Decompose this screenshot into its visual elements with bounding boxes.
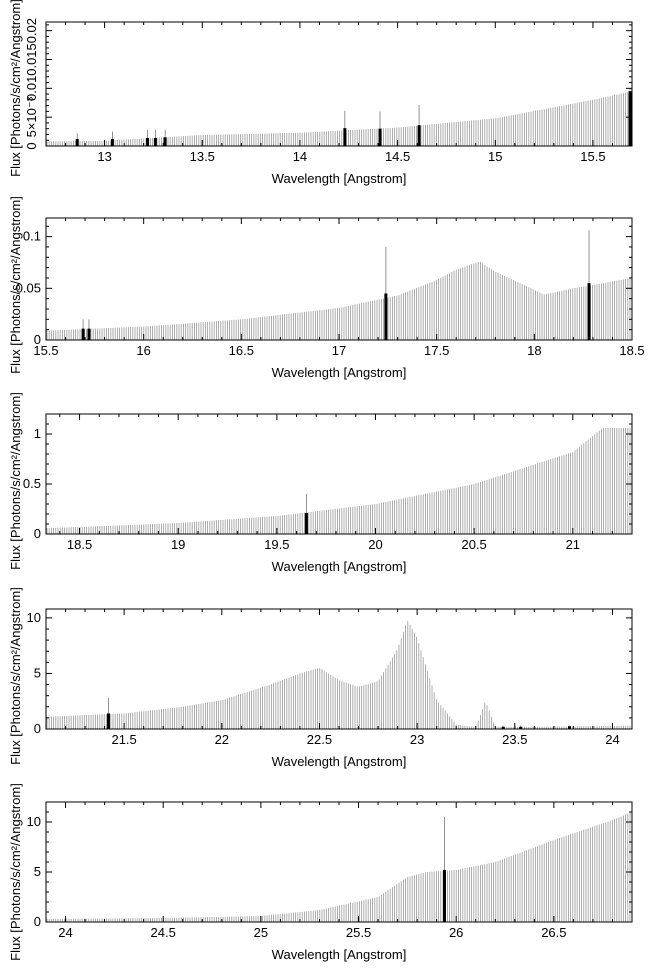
panel-2-x-label: Wavelength [Angstrom] — [272, 365, 407, 380]
highlighted-bin — [567, 726, 571, 729]
highlighted-bin — [442, 870, 446, 922]
highlighted-bin — [628, 91, 632, 146]
y-tick-label: 5 — [34, 864, 41, 879]
x-tick-label: 13.5 — [190, 149, 215, 164]
panel-5-ticks: 24 24.5 25 25.5 26 26.5 0 5 10 — [27, 801, 633, 940]
y-tick-label: 0.5 — [23, 476, 41, 491]
x-tick-label: 19 — [171, 537, 185, 552]
highlighted-bin — [343, 128, 347, 146]
highlighted-bin — [417, 125, 421, 146]
x-tick-label: 23.5 — [502, 732, 527, 747]
panel-2: 15.5 16 16.5 17 17.5 18 18.5 0 0.05 0.1 Wavelengt… — [8, 196, 645, 380]
panel-4-ticks: 21.5 22 22.5 23 23.5 24 0 5 10 — [27, 609, 633, 747]
x-tick-label: 16.5 — [229, 343, 254, 358]
highlighted-bin — [81, 328, 85, 340]
x-tick-label: 21.5 — [111, 732, 136, 747]
highlighted-bin — [87, 328, 91, 340]
y-tick-label: 0.05 — [16, 280, 41, 295]
x-tick-label: 14 — [293, 149, 307, 164]
panel-3: 18.5 19 19.5 20 20.5 21 0 0.5 1 Wavelength [Angs… — [8, 392, 633, 574]
y-tick-label: 0 — [34, 526, 41, 541]
panel-4: 21.5 22 22.5 23 23.5 24 0 5 10 Wavelength [Angst… — [8, 587, 633, 769]
y-tick-label: 0.01 — [24, 76, 39, 101]
y-tick-label: 0 — [24, 142, 39, 149]
x-tick-label: 25 — [254, 925, 268, 940]
x-tick-label: 15 — [488, 149, 502, 164]
x-tick-label: 20 — [368, 537, 382, 552]
panel-1-y-label: Flux [Photons/s/cm²/Angstrom] — [8, 0, 23, 177]
panel-3-ticks: 18.5 19 19.5 20 20.5 21 0 0.5 1 — [23, 413, 633, 552]
x-tick-label: 21 — [566, 537, 580, 552]
x-tick-label: 22.5 — [307, 732, 332, 747]
panel-3-x-label: Wavelength [Angstrom] — [272, 559, 407, 574]
highlighted-bin — [384, 293, 388, 340]
highlighted-bin — [587, 283, 591, 340]
highlighted-bin — [304, 513, 308, 534]
highlighted-bin — [378, 128, 382, 146]
x-tick-label: 24.5 — [151, 925, 176, 940]
y-tick-label: 0.02 — [24, 18, 39, 43]
y-tick-label: 0.015 — [24, 43, 39, 76]
x-tick-label: 17.5 — [424, 343, 449, 358]
y-tick-label: 5 — [34, 665, 41, 680]
highlighted-bin — [75, 139, 79, 146]
highlighted-bin — [519, 726, 523, 729]
panel-4-frame — [45, 608, 633, 730]
x-tick-label: 24 — [58, 925, 72, 940]
panel-1-x-label: Wavelength [Angstrom] — [272, 171, 407, 186]
panel-5-marks — [46, 812, 631, 922]
y-tick-label: 10 — [27, 814, 41, 829]
highlighted-bin — [153, 137, 157, 146]
x-tick-label: 18 — [527, 343, 541, 358]
panel-2-ticks: 15.5 16 16.5 17 17.5 18 18.5 0 0.05 0.1 — [16, 218, 645, 358]
x-tick-label: 18.5 — [619, 343, 644, 358]
x-tick-label: 16 — [136, 343, 150, 358]
y-tick-label: 10 — [27, 610, 41, 625]
panel-3-y-label: Flux [Photons/s/cm²/Angstrom] — [8, 392, 23, 570]
panel-5-y-label: Flux [Photons/s/cm²/Angstrom] — [8, 783, 23, 961]
x-tick-label: 17 — [332, 343, 346, 358]
x-tick-label: 20.5 — [461, 537, 486, 552]
highlighted-bin — [163, 137, 167, 146]
x-tick-label: 26 — [449, 925, 463, 940]
y-tick-label: 0 — [34, 914, 41, 929]
x-tick-label: 19.5 — [264, 537, 289, 552]
panel-4-x-label: Wavelength [Angstrom] — [272, 754, 407, 769]
highlighted-bin — [107, 713, 111, 729]
y-tick-label: 5×10⁻³ — [24, 96, 39, 137]
panel-4-y-label: Flux [Photons/s/cm²/Angstrom] — [8, 587, 23, 765]
highlighted-bin — [146, 137, 150, 146]
x-tick-label: 24 — [605, 732, 619, 747]
x-tick-label: 22 — [215, 732, 229, 747]
panel-3-marks — [46, 428, 631, 534]
y-tick-label: 0 — [34, 332, 41, 347]
highlighted-bin — [110, 139, 114, 146]
y-tick-label: 0 — [34, 721, 41, 736]
panel-1-marks — [46, 88, 632, 146]
panel-5-x-label: Wavelength [Angstrom] — [272, 947, 407, 962]
x-tick-label: 15.5 — [33, 343, 58, 358]
x-tick-label: 23 — [410, 732, 424, 747]
y-tick-label: 1 — [34, 426, 41, 441]
highlighted-bin — [501, 726, 505, 729]
x-tick-label: 26.5 — [541, 925, 566, 940]
panel-2-y-label: Flux [Photons/s/cm²/Angstrom] — [8, 196, 23, 374]
x-tick-label: 14.5 — [385, 149, 410, 164]
panel-2-marks — [46, 230, 631, 340]
y-tick-label: 0.1 — [23, 229, 41, 244]
panel-4-marks — [46, 620, 631, 729]
x-tick-label: 25.5 — [346, 925, 371, 940]
x-tick-label: 15.5 — [580, 149, 605, 164]
x-tick-label: 18.5 — [67, 537, 92, 552]
x-tick-label: 13 — [97, 149, 111, 164]
panel-5: 24 24.5 25 25.5 26 26.5 0 5 10 Wavelength [Angst… — [8, 783, 633, 962]
